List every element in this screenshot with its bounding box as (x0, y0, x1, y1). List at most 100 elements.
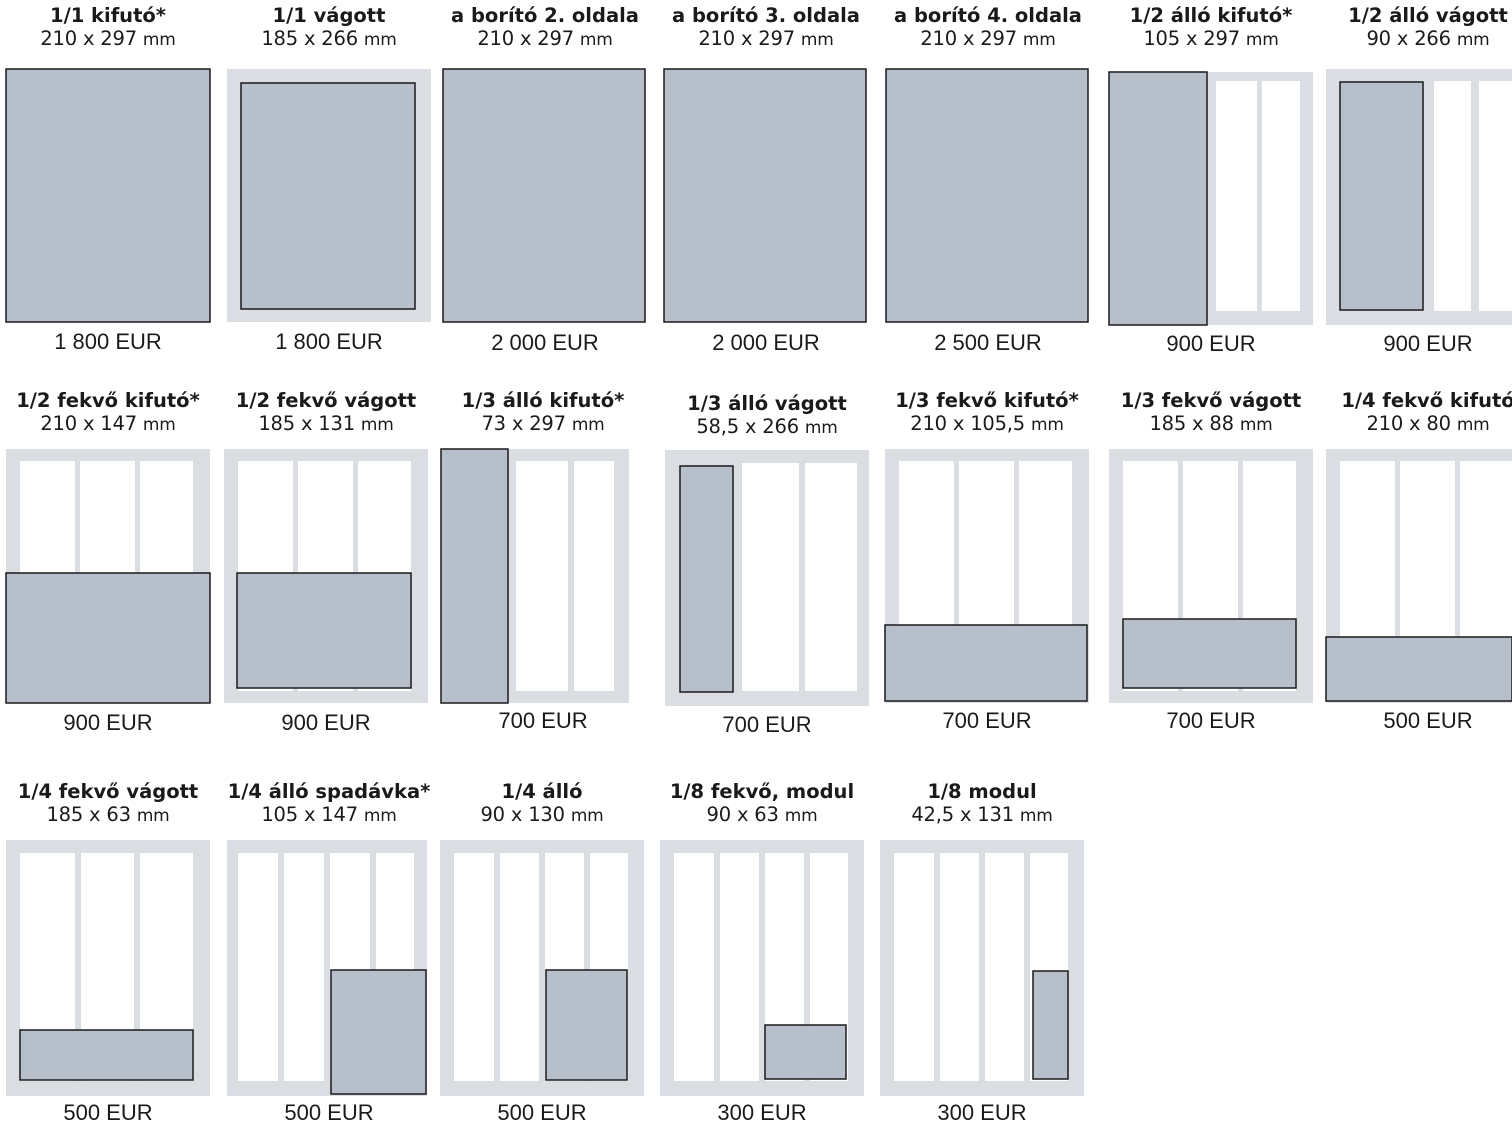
ad-area (1339, 81, 1424, 311)
ad-size-unit: mm (804, 418, 838, 438)
page-column (284, 853, 324, 1081)
ad-size-unit: mm (363, 30, 397, 50)
ad-placement-diagram (1109, 449, 1313, 703)
ad-placement-diagram (227, 840, 427, 1096)
page-column (1216, 81, 1257, 311)
ad-size-value: 90 x 63 (706, 803, 779, 826)
ad-dimensions: 210 x 297 mm (3, 28, 213, 51)
ad-title: 1/8 fekvő, modul (669, 780, 855, 803)
ad-area (442, 68, 646, 323)
ad-area (1325, 636, 1512, 702)
ad-dimensions: 210 x 297 mm (883, 28, 1093, 51)
page-column (1262, 81, 1300, 311)
ad-placement-diagram (885, 68, 1089, 323)
page-column (454, 853, 494, 1081)
ad-size-value: 58,5 x 266 (696, 415, 799, 438)
ad-title: 1/3 álló kifutó* (461, 389, 625, 412)
ad-area (884, 624, 1088, 702)
ad-area (5, 572, 211, 704)
ad-price: 700 EUR (942, 708, 1032, 733)
ad-placement-diagram (5, 449, 211, 704)
ad-dimensions: 210 x 105,5 mm (882, 413, 1092, 436)
ad-title: 1/4 fekvő kifutó (1341, 389, 1512, 412)
ad-size-value: 73 x 297 (481, 412, 566, 435)
ad-title: a borító 2. oldala (451, 4, 639, 27)
ad-placement-diagram (5, 68, 211, 323)
ad-size-unit: mm (784, 806, 818, 826)
ad-price: 700 EUR (498, 708, 588, 733)
ad-price: 900 EUR (1166, 331, 1256, 356)
ad-size-value: 210 x 297 (40, 27, 137, 50)
ad-placement-diagram (1326, 69, 1512, 325)
ad-size-value: 210 x 105,5 (910, 412, 1026, 435)
ad-dimensions: 210 x 297 mm (440, 28, 650, 51)
ad-area (679, 465, 734, 693)
ad-placement-diagram (1108, 71, 1313, 326)
ad-dimensions: 90 x 266 mm (1323, 28, 1512, 51)
ad-title: 1/1 vágott (272, 4, 386, 27)
ad-size-unit: mm (570, 806, 604, 826)
ad-size-value: 210 x 147 (40, 412, 137, 435)
ad-dimensions: 58,5 x 266 mm (662, 416, 872, 439)
ad-size-value: 210 x 297 (920, 27, 1017, 50)
page-column (500, 853, 539, 1081)
ad-size-value: 210 x 297 (698, 27, 795, 50)
ad-price: 900 EUR (1383, 331, 1473, 356)
ad-price: 700 EUR (722, 712, 812, 737)
ad-placement-diagram (884, 449, 1089, 703)
ad-size-unit: mm (142, 30, 176, 50)
ad-title: 1/3 fekvő kifutó* (895, 389, 1079, 412)
ad-price: 700 EUR (1166, 708, 1256, 733)
ad-dimensions: 185 x 266 mm (224, 28, 434, 51)
page-column (574, 461, 614, 691)
ad-dimensions: 105 x 147 mm (224, 804, 434, 827)
page-column (720, 853, 759, 1081)
ad-price: 2 500 EUR (934, 330, 1042, 355)
ad-placement-diagram (880, 840, 1084, 1096)
ad-area (19, 1029, 194, 1081)
ad-size-value: 185 x 131 (258, 412, 355, 435)
page-column (940, 853, 979, 1081)
ad-size-unit: mm (1245, 30, 1279, 50)
page-column (805, 463, 857, 691)
ad-size-unit: mm (1239, 415, 1273, 435)
ad-size-unit: mm (1456, 30, 1490, 50)
ad-size-value: 185 x 88 (1149, 412, 1234, 435)
ad-area (545, 969, 628, 1081)
ad-placement-diagram (1325, 449, 1512, 703)
ad-title: 1/2 álló vágott (1348, 4, 1508, 27)
ad-size-unit: mm (571, 415, 605, 435)
ad-placement-diagram (440, 448, 629, 704)
ad-area (5, 68, 211, 323)
ad-dimensions: 90 x 63 mm (657, 804, 867, 827)
ad-dimensions: 42,5 x 131 mm (877, 804, 1087, 827)
ad-title: 1/2 fekvő kifutó* (16, 389, 200, 412)
ad-area (330, 969, 427, 1095)
ad-title: a borító 4. oldala (894, 4, 1082, 27)
ad-size-unit: mm (360, 415, 394, 435)
ad-title: 1/2 álló kifutó* (1129, 4, 1293, 27)
ad-placement-diagram (227, 69, 431, 322)
ad-price: 500 EUR (1383, 708, 1473, 733)
ad-area (1032, 970, 1069, 1080)
ad-title: 1/3 fekvő vágott (1120, 389, 1302, 412)
ad-dimensions: 210 x 147 mm (3, 413, 213, 436)
page-column (1479, 81, 1512, 311)
page-column (516, 461, 568, 691)
page-column (742, 463, 799, 691)
ad-placement-diagram (440, 840, 644, 1096)
ad-area (440, 448, 509, 704)
ad-size-unit: mm (142, 415, 176, 435)
ad-price: 900 EUR (281, 710, 371, 735)
ad-size-unit: mm (1019, 806, 1053, 826)
ad-title: 1/3 álló vágott (687, 392, 847, 415)
ad-dimensions: 210 x 297 mm (661, 28, 871, 51)
ad-size-value: 185 x 266 (261, 27, 358, 50)
ad-dimensions: 185 x 131 mm (221, 413, 431, 436)
ad-dimensions: 210 x 80 mm (1323, 413, 1512, 436)
ad-placement-diagram (663, 68, 867, 323)
ad-price: 1 800 EUR (54, 329, 162, 354)
ad-placement-diagram (6, 840, 210, 1096)
page-column (238, 853, 278, 1081)
page-column (674, 853, 714, 1081)
